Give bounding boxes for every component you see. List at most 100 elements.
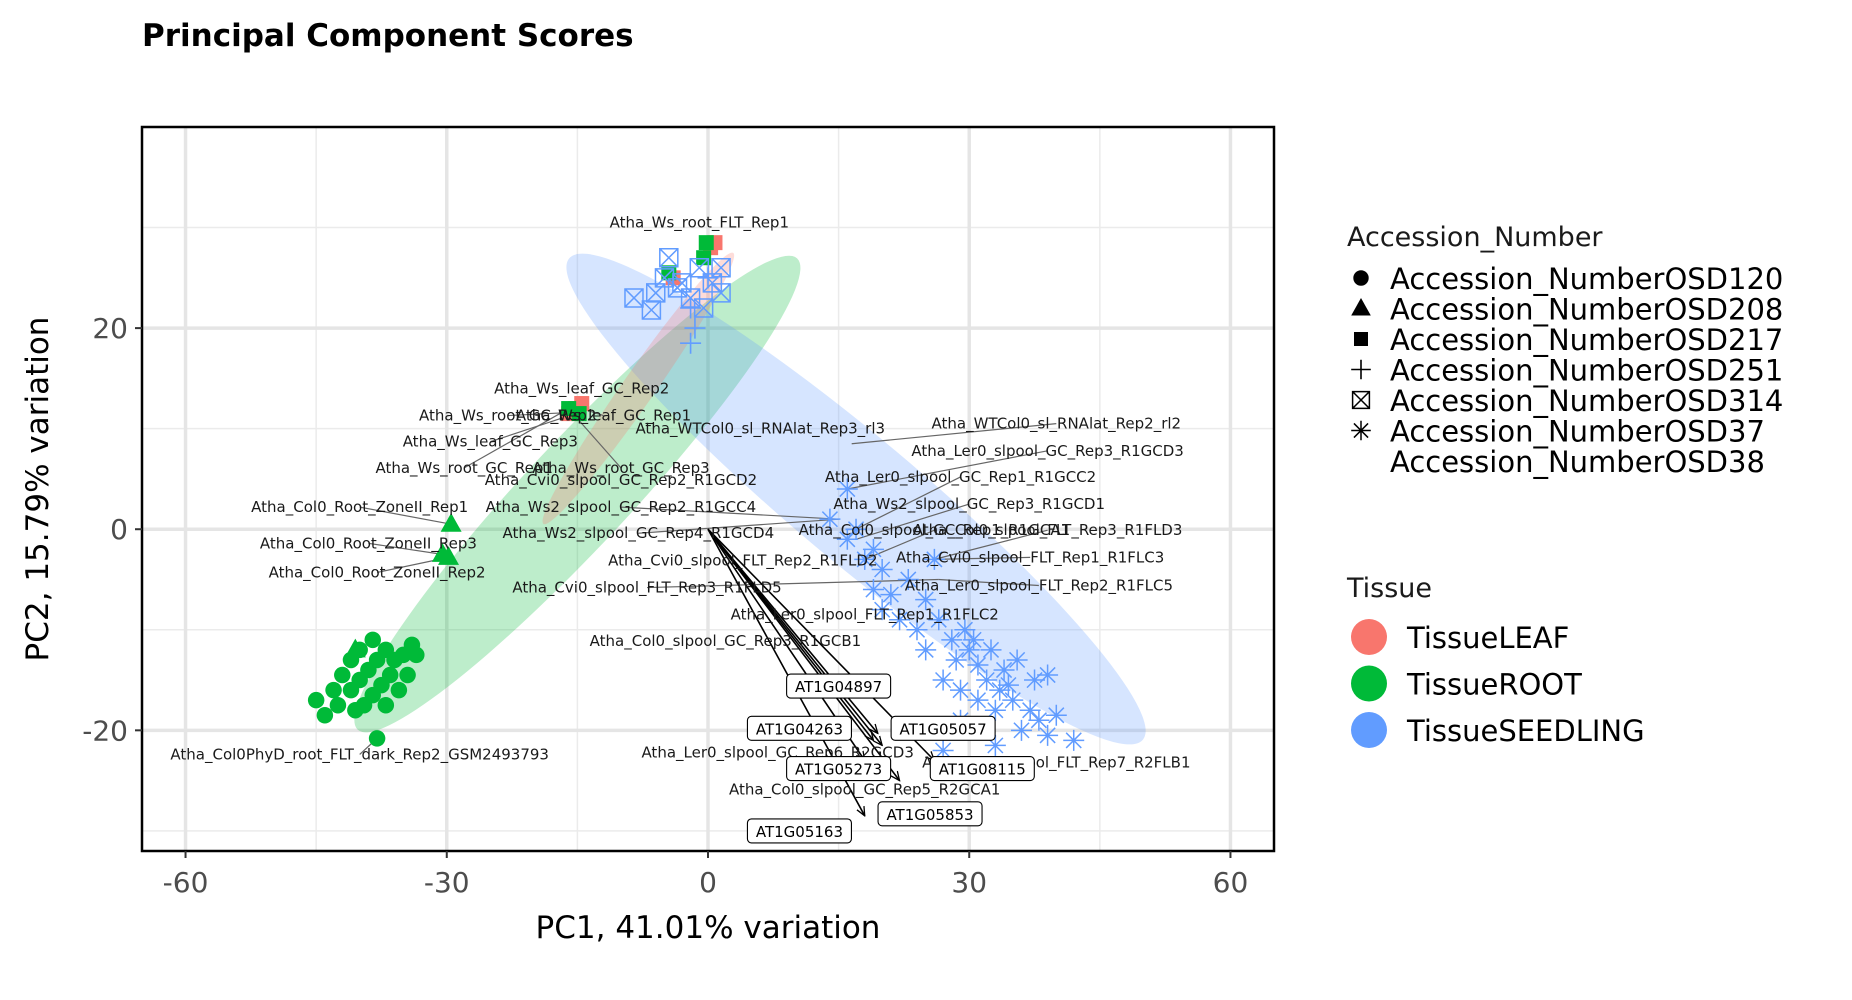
data-point [989,679,1011,701]
data-point [1037,724,1059,746]
legend-key-tissueseedling [1351,712,1387,748]
data-point [1063,729,1085,751]
loading-arrow [707,528,882,745]
loading-label-box [786,755,892,782]
point-label: Atha_Ws_root_FLT_Rep1 [610,214,789,233]
loading-label: AT1G04263 [756,720,843,738]
point-label: Atha_Col0PhyD_root_FLT_dark_Rep2_GSM2493… [170,745,549,764]
data-point [680,288,701,308]
data-point [862,538,884,560]
point-label: Atha_Cvi0_slpool_FLT_Rep2_R1FLD2 [608,551,877,570]
data-point [334,666,351,684]
data-point [845,518,867,540]
data-point [941,629,963,651]
point-label: Atha_WTCol0_sl_RNAlat_Rep2_rl2 [932,415,1182,434]
ellipse-tissueleaf [542,252,735,525]
label-connector [620,506,839,520]
data-point [880,584,902,606]
data-point [659,247,679,268]
data-point [1037,664,1059,686]
loading-label: AT1G05057 [900,720,987,738]
score-points [307,235,1085,761]
point-label: Atha_Ws2_slpool_GC_Rep4_R1GCD4 [503,524,775,543]
chart-title: Principal Component Scores [142,18,634,54]
data-point [641,300,662,320]
data-point [923,548,945,570]
loading-labels: AT1G04897 AT1G04263 AT1G05057 AT1G05273 AT1G… [746,673,1035,844]
point-labels: Atha_Ws_root_FLT_Rep1 Atha_Ws_leaf_GC_Rep… [170,214,1190,800]
y-tick-label: 0 [110,513,128,546]
loading-label-box [890,715,996,741]
point-label: Atha_Ws_root_GC_Rep1 [375,459,552,478]
data-point [897,569,919,590]
legend-accession-label: Accession_NumberOSD37 [1390,415,1765,449]
data-point [967,654,989,676]
point-label: Atha_Cvi0_slpool_GC_Rep2_R1GCD2 [485,471,757,490]
data-point [316,707,334,724]
data-point [836,478,858,500]
point-label: Atha_Ler0_slpool_GC_Rep3_R1GCD3 [911,442,1183,461]
data-point [1045,704,1067,726]
legend-key-boxcross [1351,390,1371,410]
data-point [889,609,911,631]
data-point [984,699,1006,721]
point-label: Atha_Ws_leaf_GC_Rep3 [403,433,578,452]
ellipse-tissueroot [354,255,801,733]
label-connector [855,503,970,540]
legend-key-circle [1353,270,1369,286]
point-label: Atha_Ws2_slpool_GC_Rep2_R1GCC4 [486,498,757,517]
point-label: Atha_Ws_root_GC_Rep3 [532,459,709,478]
x-axis-title: PC1, 41.01% variation [536,910,881,946]
data-point [915,639,937,661]
legend-accession-label: Accession_NumberOSD217 [1390,323,1783,357]
label-connector [851,423,1057,445]
data-point [963,629,985,651]
data-point [928,609,950,631]
label-connector [847,450,1048,490]
data-point [993,659,1015,681]
legend-accession-label: Accession_NumberOSD208 [1390,293,1783,327]
label-connector [934,529,1048,560]
loading-label-box [746,818,852,844]
point-label: Atha_Col0_slpool_GC_Rep1_R1GCA1 [799,521,1070,540]
data-point [836,528,858,550]
data-point [390,681,408,699]
data-point [1010,719,1032,741]
legend-accession: Accession_Number Accession_NumberOSD120A… [1347,222,1783,479]
data-point [698,235,714,251]
data-point [1002,689,1024,711]
data-point [1006,649,1028,671]
data-point [440,512,462,532]
legend-tissue-label: TissueLEAF [1406,621,1569,655]
data-point [932,669,954,691]
x-tick-label: 0 [699,866,717,899]
loading-label: AT1G05853 [886,806,973,824]
confidence-ellipses [354,252,1146,745]
legend-accession-label: Accession_NumberOSD314 [1390,384,1783,418]
point-label: Atha_WTCol0_sl_RNAlat_Rep3_rl3 [635,420,885,439]
label-connectors [359,407,1057,755]
data-point [684,317,706,339]
legend-accession-label: Accession_NumberOSD251 [1390,354,1783,388]
point-label: Atha_Col0_Root_ZoneII_Rep2 [269,563,486,582]
point-label: Atha_Col0_Root_ZoneII_Rep1 [251,498,468,517]
label-connector [647,578,939,589]
data-point [945,649,967,671]
data-point [696,250,712,266]
data-point [329,696,347,714]
label-connector [507,411,569,417]
data-point [667,278,688,298]
data-point [932,739,954,761]
label-connector [576,418,622,469]
legend-tissue-label: TissueSEEDLING [1406,714,1645,748]
point-label: Atha_Ws_root_GC_Rep2 [419,407,596,426]
point-label: Atha_Ler0_slpool_FLT_Rep1_R1FLC2 [731,606,999,625]
point-label: Atha_Cvi0_slpool_FLT_Rep3_R1FLD5 [512,579,781,598]
x-tick-label: 30 [951,866,987,899]
legend-accession-label: Accession_NumberOSD38 [1390,445,1765,479]
data-point [381,666,399,684]
x-tick-label: 60 [1213,866,1249,899]
point-label: Atha_Col0_slpool_FLT_Rep3_R1FLD3 [913,521,1183,540]
point-label: Atha_Ws2_slpool_GC_Rep3_R1GCD1 [833,495,1105,514]
legend-key-plus [1351,359,1371,380]
